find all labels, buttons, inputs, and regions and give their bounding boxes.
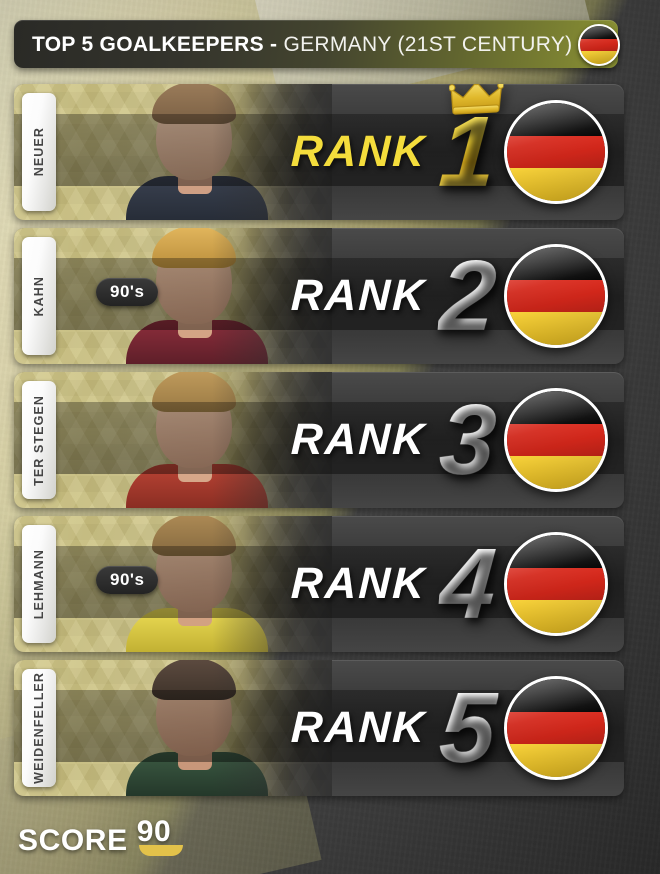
brand-logo-word: SCORE xyxy=(18,824,128,857)
list-item[interactable]: NEUER RANK 1 xyxy=(14,84,624,220)
flag-band-red xyxy=(507,567,605,601)
player-photo-panel xyxy=(14,372,332,508)
brand-logo-number-wrap: 90 xyxy=(136,815,183,856)
page-title-bold: TOP 5 GOALKEEPERS xyxy=(32,32,264,56)
photo-fade-overlay xyxy=(212,660,332,796)
flag-band-red xyxy=(580,38,618,52)
germany-flag-circle-icon xyxy=(504,244,608,348)
decade-badge: 90's xyxy=(96,566,159,594)
rank-word-label: RANK xyxy=(290,271,428,320)
rank-number-label: 5 xyxy=(436,672,500,784)
player-photo-panel xyxy=(14,84,332,220)
flag-gloss-overlay xyxy=(507,391,605,489)
player-name-label: WEIDENFELLER xyxy=(32,672,46,784)
rank-number-label: 3 xyxy=(436,384,500,496)
germany-flag-circle-icon xyxy=(504,532,608,636)
player-name-tab: LEHMANN xyxy=(22,525,56,643)
rank-display: RANK 4 xyxy=(290,516,500,652)
flag-gloss-overlay xyxy=(507,679,605,777)
rank-display: RANK 5 xyxy=(290,660,500,796)
header-bar: TOP 5 GOALKEEPERS - GERMANY (21ST CENTUR… xyxy=(14,20,620,68)
photo-fade-overlay xyxy=(212,516,332,652)
flag-band-red xyxy=(507,279,605,313)
germany-flag-circle-icon xyxy=(504,388,608,492)
photo-fade-overlay xyxy=(212,228,332,364)
rank-number-label: 4 xyxy=(436,528,500,640)
player-photo-panel xyxy=(14,228,332,364)
crown-icon xyxy=(448,84,504,115)
player-photo-panel xyxy=(14,516,332,652)
list-item[interactable]: TER STEGEN RANK 3 xyxy=(14,372,624,508)
player-name-label: LEHMANN xyxy=(32,548,46,620)
flag-band-red xyxy=(507,711,605,745)
flag-gloss-overlay xyxy=(580,26,618,64)
flag-band-black xyxy=(580,26,618,39)
flag-band-red xyxy=(507,423,605,457)
rank-display: RANK 3 xyxy=(290,372,500,508)
list-item[interactable]: WEIDENFELLER RANK 5 xyxy=(14,660,624,796)
decade-badge: 90's xyxy=(96,278,159,306)
page-title-dash: - xyxy=(263,32,284,56)
page-title-light: GERMANY (21ST CENTURY) xyxy=(283,32,573,56)
rank-number-label: 2 xyxy=(436,240,500,352)
rank-word-label: RANK xyxy=(290,559,428,608)
flag-band-red xyxy=(507,135,605,169)
rank-word-label: RANK xyxy=(290,703,428,752)
player-name-tab: WEIDENFELLER xyxy=(22,669,56,787)
player-name-label: NEUER xyxy=(32,127,46,177)
list-item[interactable]: LEHMANN 90's RANK 4 xyxy=(14,516,624,652)
flag-gloss-overlay xyxy=(507,247,605,345)
brand-logo-arc xyxy=(138,845,183,856)
list-item[interactable]: KAHN 90's RANK 2 xyxy=(14,228,624,364)
player-name-tab: KAHN xyxy=(22,237,56,355)
player-silhouette xyxy=(122,516,272,652)
germany-flag-circle-icon xyxy=(504,676,608,780)
page-title: TOP 5 GOALKEEPERS - GERMANY (21ST CENTUR… xyxy=(32,34,572,55)
germany-flag-circle-icon xyxy=(504,100,608,204)
player-photo-panel xyxy=(14,660,332,796)
flag-band-gold xyxy=(580,51,618,64)
rank-number-label: 1 xyxy=(436,84,504,208)
player-name-label: TER STEGEN xyxy=(32,394,46,486)
ranking-list: NEUER RANK 1 xyxy=(14,84,642,804)
germany-flag-circle-icon xyxy=(578,24,620,66)
rank-display: RANK 2 xyxy=(290,228,500,364)
photo-fade-overlay xyxy=(212,84,332,220)
player-name-tab: NEUER xyxy=(22,93,56,211)
brand-logo-number: 90 xyxy=(136,815,172,848)
flag-gloss-overlay xyxy=(507,103,605,201)
rank-display: RANK 1 xyxy=(290,84,504,220)
flag-gloss-overlay xyxy=(507,535,605,633)
brand-logo: SCORE 90 xyxy=(18,815,183,857)
photo-fade-overlay xyxy=(212,372,332,508)
rank-word-label: RANK xyxy=(290,415,428,464)
rank-word-label: RANK xyxy=(290,127,428,176)
player-name-label: KAHN xyxy=(32,275,46,317)
player-name-tab: TER STEGEN xyxy=(22,381,56,499)
